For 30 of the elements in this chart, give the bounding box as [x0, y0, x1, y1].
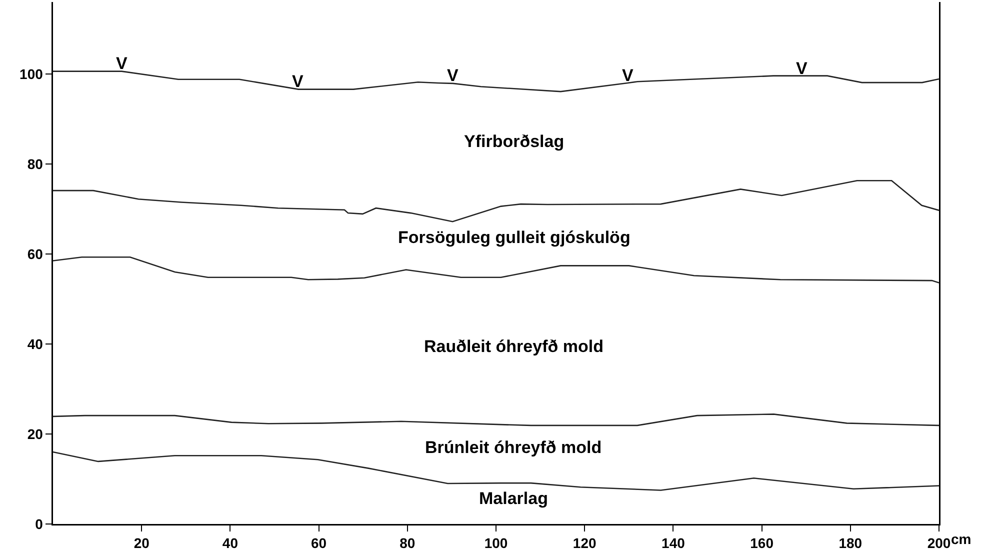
x-tick-label: 200	[927, 535, 951, 551]
annotation: Forsöguleg gulleit gjóskulög	[398, 228, 630, 247]
line-series	[53, 414, 939, 426]
x-tick-label: 140	[662, 535, 686, 551]
y-tick-label: 100	[20, 66, 44, 82]
x-tick-label: 80	[400, 535, 416, 551]
annotation: V	[116, 54, 128, 73]
x-tick-label: 40	[222, 535, 238, 551]
x-tick-label: 100	[484, 535, 508, 551]
y-tick-label: 0	[35, 516, 44, 532]
line-series	[53, 180, 939, 222]
y-tick-label: 20	[27, 426, 44, 442]
y-tick-label: 80	[27, 156, 44, 172]
annotation: V	[292, 72, 304, 91]
x-tick-label: 20	[134, 535, 150, 551]
line-series	[53, 256, 939, 284]
annotation: Rauðleit óhreyfð mold	[424, 337, 604, 356]
annotation: V	[447, 66, 459, 85]
y-tick-label: 60	[27, 246, 44, 262]
annotation: V	[796, 59, 808, 78]
annotation: V	[622, 66, 634, 85]
x-tick-label: 180	[838, 535, 862, 551]
x-tick-label: 120	[572, 535, 596, 551]
x-axis-title: cm	[951, 531, 972, 547]
x-tick-label: 60	[311, 535, 327, 551]
annotation: Yfirborðslag	[464, 132, 564, 151]
annotation: Brúnleit óhreyfð mold	[425, 438, 602, 457]
annotation: Malarlag	[479, 489, 548, 508]
x-tick-label: 160	[750, 535, 774, 551]
y-tick-label: 40	[27, 336, 44, 352]
